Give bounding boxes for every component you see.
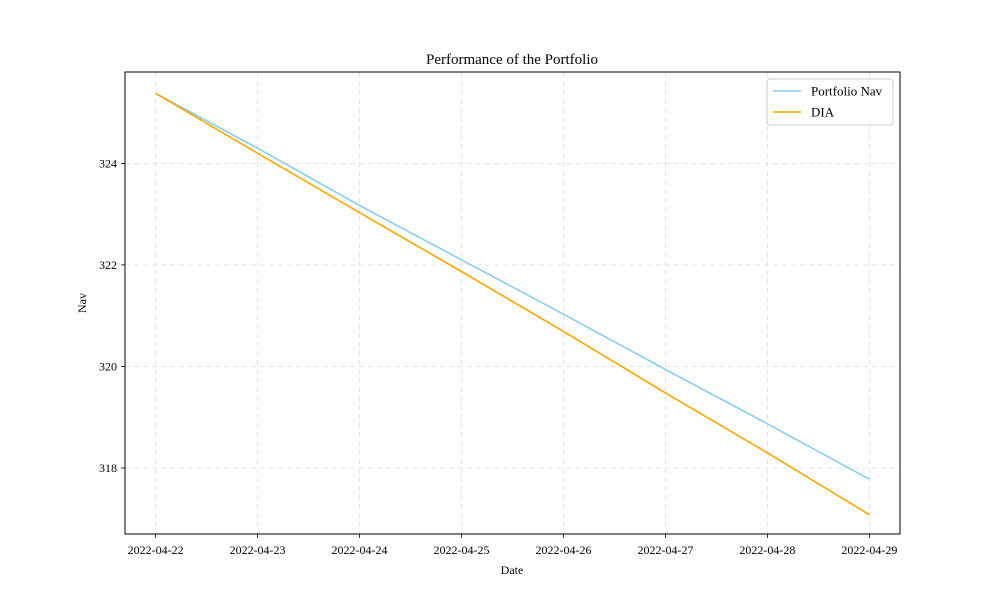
x-axis-ticks: 2022-04-22 2022-04-23 2022-04-24 2022-04-25… [128,534,897,557]
y-tick-label: 320 [99,359,117,373]
legend-label-dia: DIA [811,105,835,120]
x-tick-label: 2022-04-24 [332,543,388,557]
y-tick-label: 318 [99,461,117,475]
chart-title: Performance of the Portfolio [426,52,598,68]
x-tick-label: 2022-04-29 [841,543,897,557]
x-tick-label: 2022-04-27 [637,543,693,557]
y-tick-label: 324 [99,156,117,170]
legend-label-portfolio-nav: Portfolio Nav [811,84,883,99]
plot-frame [124,71,901,535]
y-tick-label: 322 [99,258,117,272]
x-tick-label: 2022-04-22 [128,543,184,557]
y-axis-ticks: 318 320 322 324 [99,156,125,475]
x-tick-label: 2022-04-25 [434,543,490,557]
x-tick-label: 2022-04-26 [535,543,591,557]
y-axis-title: Nav [75,293,89,313]
grid-lines [125,72,900,534]
x-tick-label: 2022-04-23 [230,543,286,557]
series-line-portfolio-nav [155,92,870,480]
x-axis-title: Date [501,563,524,577]
series-line-dia [155,92,870,516]
legend: Portfolio Nav DIA [766,78,894,126]
series-lines [155,92,870,516]
x-tick-label: 2022-04-28 [739,543,795,557]
